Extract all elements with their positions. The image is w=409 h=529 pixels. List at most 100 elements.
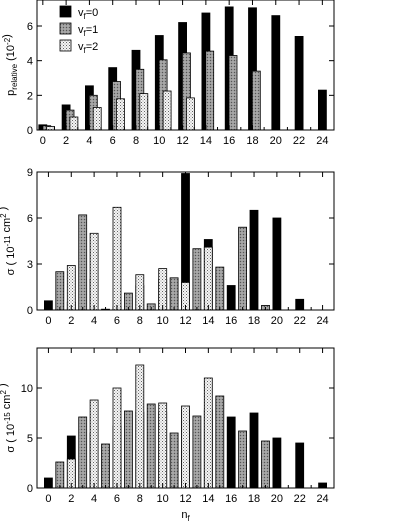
x-tick-label-top-5: 10: [153, 135, 165, 147]
bar-bottom-v2-1: [89, 399, 99, 489]
x-tick-label-mid-0: 0: [45, 315, 51, 327]
legend-swatch-v2: [59, 39, 72, 52]
bar-bottom-v1-8: [238, 430, 248, 489]
y-tick-label-bottom-2: 10: [21, 383, 33, 395]
x-tick-label-mid-5: 10: [157, 315, 169, 327]
bar-top-v1-9: [251, 70, 261, 131]
x-tick-label-bottom-7: 14: [202, 493, 214, 505]
bar-mid-v1-6: [192, 248, 202, 311]
y-tick-label-mid-1: 3: [27, 259, 33, 271]
legend-swatch-v0: [59, 5, 72, 18]
y-tick-label-top-1: 2: [27, 90, 33, 102]
bar-bottom-v2-3: [135, 364, 145, 489]
x-tick-label-bottom-6: 12: [179, 493, 191, 505]
y-tick-label-top-2: 4: [27, 56, 33, 68]
y-tick-label-mid-2: 6: [27, 213, 33, 225]
bar-bottom-v2-6: [203, 377, 213, 489]
bar-mid-v1-1: [78, 214, 88, 311]
bar-top-v0-10: [271, 15, 281, 131]
bar-bottom-v1-9: [261, 440, 270, 489]
bar-top-v2-0: [46, 126, 55, 131]
bar-mid-v0-10: [272, 217, 282, 311]
bar-bottom-v1-7: [215, 395, 225, 489]
x-tick-label-mid-4: 8: [137, 315, 143, 327]
y-tick-label-mid-0: 0: [27, 305, 33, 317]
x-tick-label-top-0: 0: [40, 135, 46, 147]
bar-bottom-v1-3: [124, 410, 133, 489]
x-tick-label-mid-2: 4: [91, 315, 97, 327]
x-tick-label-mid-12: 24: [316, 315, 328, 327]
bar-bottom-v0-8: [226, 416, 236, 489]
legend-label-v2: vf=2: [78, 41, 98, 55]
bar-bottom-v1-0: [55, 461, 65, 489]
y-axis-label-bottom: σ ( 10-15 cm2 ): [0, 383, 17, 452]
bar-bottom-v1-5: [169, 432, 179, 489]
x-axis-label-bottom: nf: [181, 509, 190, 523]
x-tick-label-mid-8: 16: [225, 315, 237, 327]
x-tick-label-bottom-3: 6: [114, 493, 120, 505]
bar-mid-v0-9: [249, 209, 259, 311]
bar-mid-v2-0: [66, 265, 76, 311]
x-tick-label-bottom-2: 4: [91, 493, 97, 505]
bar-bottom-v2-2: [112, 387, 122, 489]
bar-mid-v1-5: [169, 277, 179, 311]
bar-bottom-v0-11: [295, 442, 305, 489]
x-tick-label-bottom-0: 0: [45, 493, 51, 505]
y-tick-label-top-3: 6: [27, 21, 33, 33]
x-tick-label-top-12: 24: [316, 135, 328, 147]
x-tick-label-mid-3: 6: [114, 315, 120, 327]
bar-top-v2-6: [185, 97, 195, 131]
x-tick-label-bottom-10: 20: [271, 493, 283, 505]
bar-mid-v2-4: [158, 268, 168, 311]
x-tick-label-mid-10: 20: [271, 315, 283, 327]
plot-frame-top: [36, 0, 335, 131]
x-tick-label-top-2: 4: [86, 135, 92, 147]
x-tick-label-top-9: 18: [246, 135, 258, 147]
x-tick-label-mid-11: 22: [294, 315, 306, 327]
bar-top-v2-5: [162, 90, 172, 131]
x-tick-label-top-8: 16: [223, 135, 235, 147]
x-tick-label-bottom-12: 24: [316, 493, 328, 505]
x-tick-label-top-3: 6: [110, 135, 116, 147]
y-tick-label-mid-3: 9: [27, 167, 33, 179]
x-tick-label-top-11: 22: [293, 135, 305, 147]
bar-mid-v2-3: [135, 274, 145, 311]
bar-mid-v2-2: [112, 206, 122, 311]
bar-bottom-v2-5: [181, 405, 190, 489]
bar-top-v0-12: [317, 89, 327, 131]
x-tick-label-mid-1: 2: [68, 315, 74, 327]
bar-bottom-v1-1: [78, 416, 88, 489]
y-axis-label-top: prelative (10-2): [1, 34, 19, 96]
bar-top-v1-8: [228, 55, 238, 131]
bar-mid-v2-6: [203, 246, 213, 311]
x-tick-label-bottom-8: 16: [225, 493, 237, 505]
x-tick-label-bottom-11: 22: [294, 493, 306, 505]
bar-mid-v2-1: [89, 232, 99, 311]
legend-label-v1: vf=1: [78, 24, 98, 38]
y-axis-label-mid: σ ( 10-11 cm2 ): [0, 207, 17, 276]
x-tick-label-mid-7: 14: [202, 315, 214, 327]
bar-mid-v1-0: [55, 271, 65, 311]
x-tick-label-bottom-1: 2: [68, 493, 74, 505]
legend-swatch-v1: [59, 22, 72, 35]
x-tick-label-top-7: 14: [200, 135, 212, 147]
bar-top-v1-7: [205, 50, 215, 131]
bar-bottom-v1-6: [192, 415, 202, 489]
bar-top-v2-3: [116, 98, 125, 131]
legend-label-v0: vf=0: [78, 7, 98, 21]
bar-bottom-v1-2: [101, 443, 110, 489]
y-tick-label-bottom-1: 5: [27, 433, 33, 445]
bar-mid-v1-7: [215, 266, 225, 311]
x-tick-label-bottom-9: 18: [248, 493, 260, 505]
x-tick-label-mid-6: 12: [179, 315, 191, 327]
bar-mid-v1-8: [238, 226, 248, 311]
x-tick-label-bottom-4: 8: [137, 493, 143, 505]
x-tick-label-top-1: 2: [63, 135, 69, 147]
x-tick-label-bottom-5: 10: [157, 493, 169, 505]
bar-top-v2-2: [92, 107, 102, 131]
bar-bottom-v2-4: [158, 402, 168, 489]
